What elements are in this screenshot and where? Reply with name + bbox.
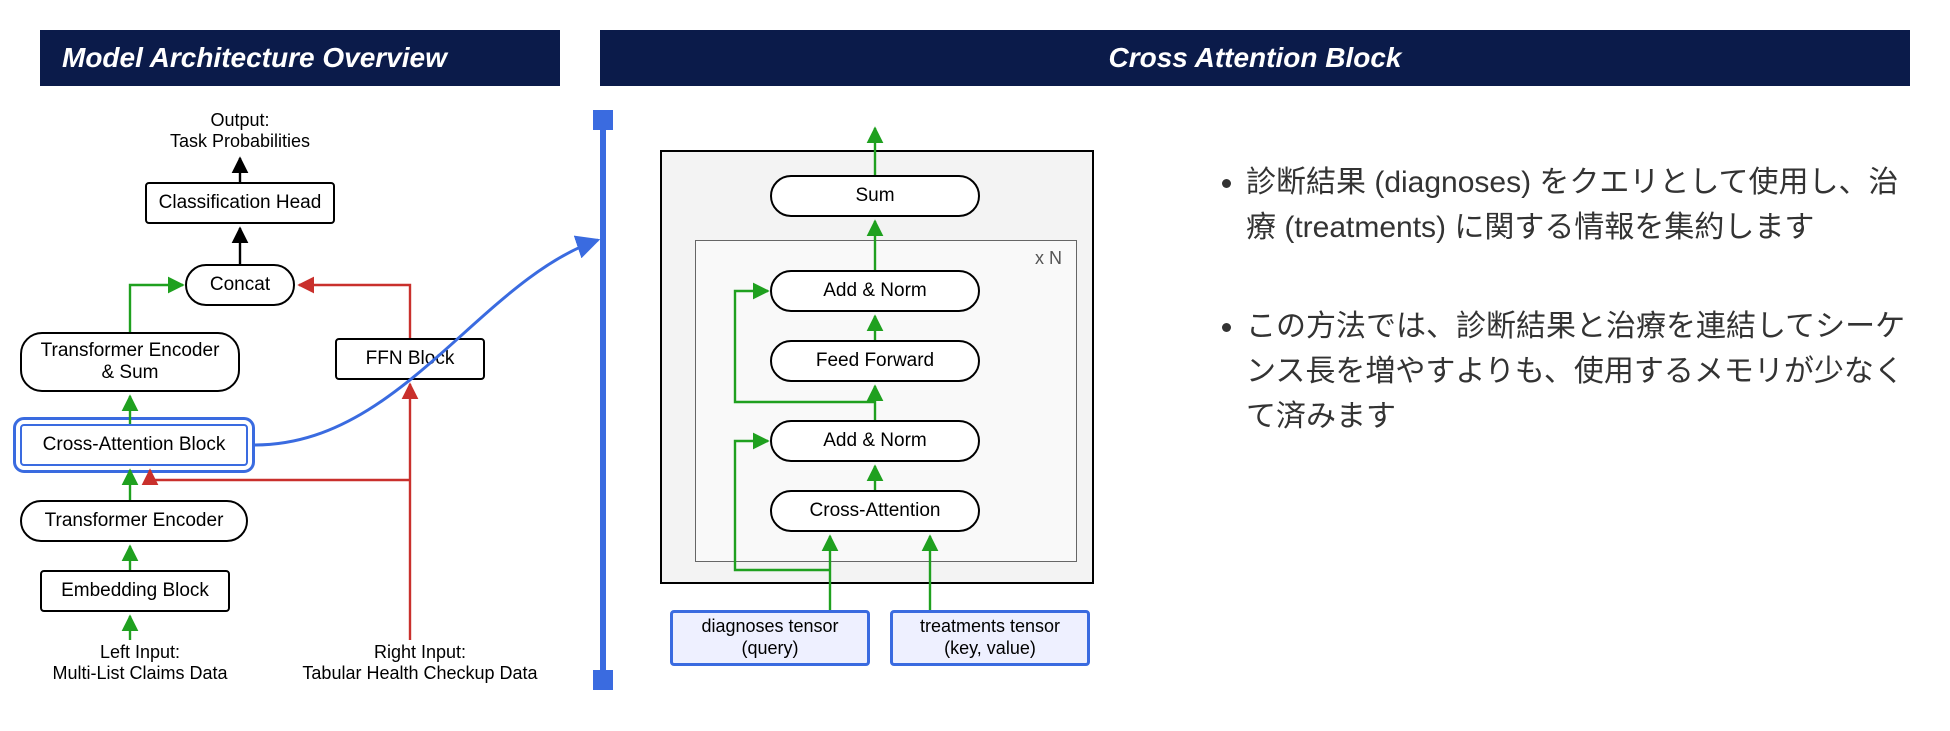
- add-norm-2-node: Add & Norm: [770, 420, 980, 462]
- ffn-block-node: FFN Block: [335, 338, 485, 380]
- treatments-tensor-box: treatments tensor(key, value): [890, 610, 1090, 666]
- sum-node: Sum: [770, 175, 980, 217]
- blue-divider: [600, 120, 606, 680]
- right-input-label: Right Input:Tabular Health Checkup Data: [280, 642, 560, 684]
- header-model-architecture: Model Architecture Overview: [40, 30, 560, 86]
- diagnoses-tensor-box: diagnoses tensor(query): [670, 610, 870, 666]
- output-label: Output:Task Probabilities: [130, 110, 350, 152]
- cross-attention-block-node: Cross-Attention Block: [20, 424, 248, 466]
- cross-attention-node: Cross-Attention: [770, 490, 980, 532]
- cross-attention-diagram: x N Sum Add & Norm Feed Forward Add & No…: [640, 120, 1160, 700]
- concat-node: Concat: [185, 264, 295, 306]
- transformer-encoder-sum-node: Transformer Encoder& Sum: [20, 332, 240, 392]
- embedding-block-node: Embedding Block: [40, 570, 230, 612]
- transformer-encoder-node: Transformer Encoder: [20, 500, 248, 542]
- xn-label: x N: [1035, 248, 1062, 269]
- feed-forward-node: Feed Forward: [770, 340, 980, 382]
- description-bullets: 診断結果 (diagnoses) をクエリとして使用し、治療 (treatmen…: [1210, 160, 1910, 493]
- classification-head-node: Classification Head: [145, 182, 335, 224]
- bullet-1: 診断結果 (diagnoses) をクエリとして使用し、治療 (treatmen…: [1246, 160, 1910, 250]
- left-input-label: Left Input:Multi-List Claims Data: [10, 642, 270, 684]
- page: Model Architecture Overview Cross Attent…: [0, 0, 1950, 731]
- header-cross-attention: Cross Attention Block: [600, 30, 1910, 86]
- bullet-2: この方法では、診断結果と治療を連結してシーケンス長を増やすよりも、使用するメモリ…: [1246, 304, 1910, 439]
- model-architecture-diagram: Output:Task Probabilities Classification…: [20, 110, 590, 710]
- add-norm-1-node: Add & Norm: [770, 270, 980, 312]
